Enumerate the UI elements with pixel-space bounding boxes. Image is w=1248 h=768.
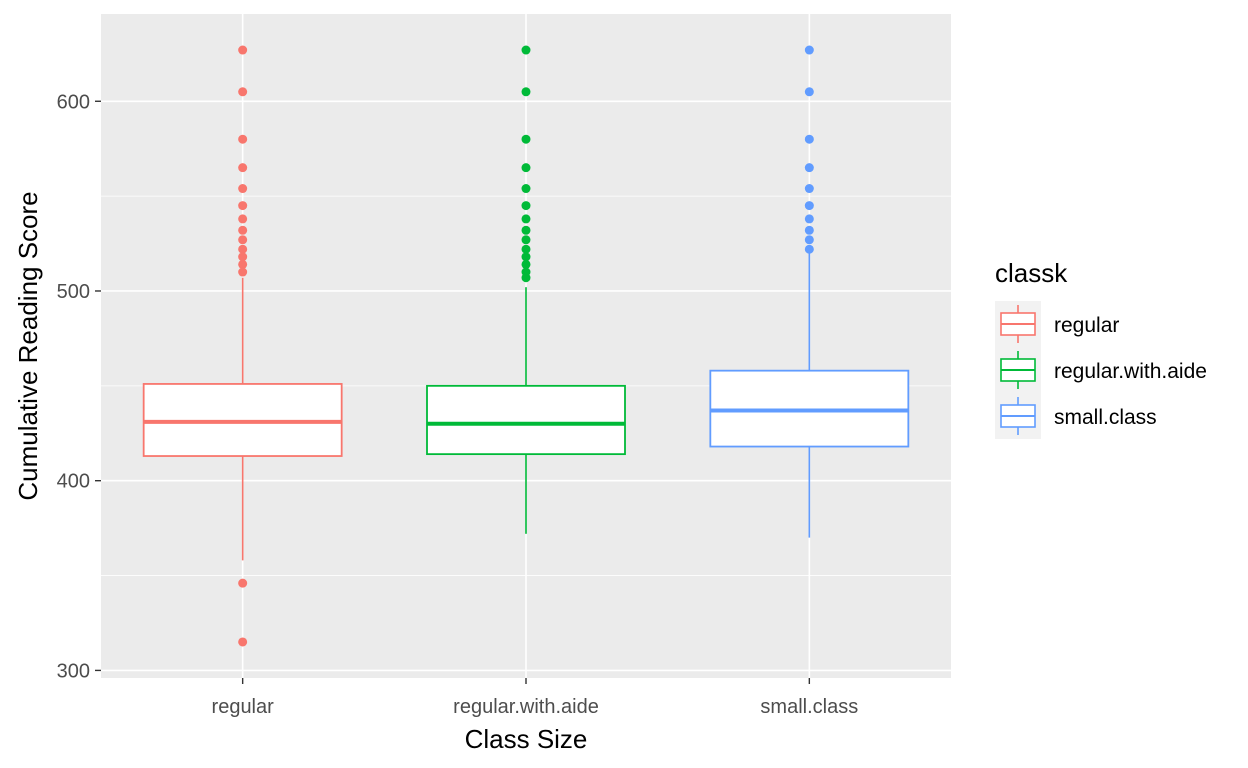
outlier-point [521, 273, 531, 283]
outlier-point [521, 163, 531, 173]
y-axis-title: Cumulative Reading Score [13, 191, 43, 500]
axis-layer: 300 400 500 600 regular regular.with.aide smal… [57, 91, 859, 718]
outlier-point [804, 225, 814, 235]
outlier-point [804, 201, 814, 211]
legend-title: classk [995, 258, 1068, 288]
box-regular.with.aide [426, 45, 626, 534]
outlier-point [521, 259, 531, 269]
outlier-point [238, 214, 248, 224]
outlier-point [521, 45, 531, 55]
outlier-point [804, 163, 814, 173]
outlier-point [521, 252, 531, 262]
outlier-point [521, 87, 531, 97]
outlier-point [238, 201, 248, 211]
x-axis-title: Class Size [465, 724, 588, 754]
outlier-point [804, 45, 814, 55]
outlier-point [238, 45, 248, 55]
x-tick-label: regular [212, 696, 275, 718]
outlier-point [238, 244, 248, 254]
box-small.class [709, 45, 910, 538]
outlier-point [238, 259, 248, 269]
outlier-point [521, 201, 531, 211]
y-tick-label: 400 [57, 471, 90, 493]
outlier-point [521, 235, 531, 245]
outlier-point [238, 87, 248, 97]
outlier-point [804, 87, 814, 97]
outlier-point [804, 134, 814, 144]
legend-label: regular.with.aide [1054, 360, 1207, 383]
legend-item-regular.with.aide: regular.with.aide [995, 347, 1207, 393]
outlier-point [238, 235, 248, 245]
legend: classk regular regular.with.aide small.cla… [995, 258, 1207, 439]
box-regular [142, 45, 343, 647]
legend-item-regular: regular [995, 301, 1119, 347]
outlier-point [804, 244, 814, 254]
legend-label: small.class [1054, 406, 1157, 429]
outlier-point [238, 637, 248, 647]
y-tick-label: 600 [57, 91, 90, 113]
outlier-point [238, 184, 248, 194]
outlier-point [521, 214, 531, 224]
outlier-point [804, 235, 814, 245]
outlier-point [521, 184, 531, 194]
outlier-point [521, 134, 531, 144]
outlier-point [238, 267, 248, 277]
box-layer [142, 45, 910, 647]
y-tick-label: 300 [57, 660, 90, 682]
legend-label: regular [1054, 314, 1119, 337]
outlier-point [238, 163, 248, 173]
outlier-point [521, 225, 531, 235]
outlier-point [238, 134, 248, 144]
x-tick-label: regular.with.aide [453, 696, 599, 718]
outlier-point [804, 184, 814, 194]
outlier-point [238, 578, 248, 588]
y-tick-label: 500 [57, 281, 90, 303]
legend-item-small.class: small.class [995, 393, 1157, 439]
outlier-point [238, 225, 248, 235]
outlier-point [238, 252, 248, 262]
box-iqr [426, 384, 626, 456]
outlier-point [521, 244, 531, 254]
x-tick-label: small.class [760, 696, 858, 718]
outlier-point [804, 214, 814, 224]
